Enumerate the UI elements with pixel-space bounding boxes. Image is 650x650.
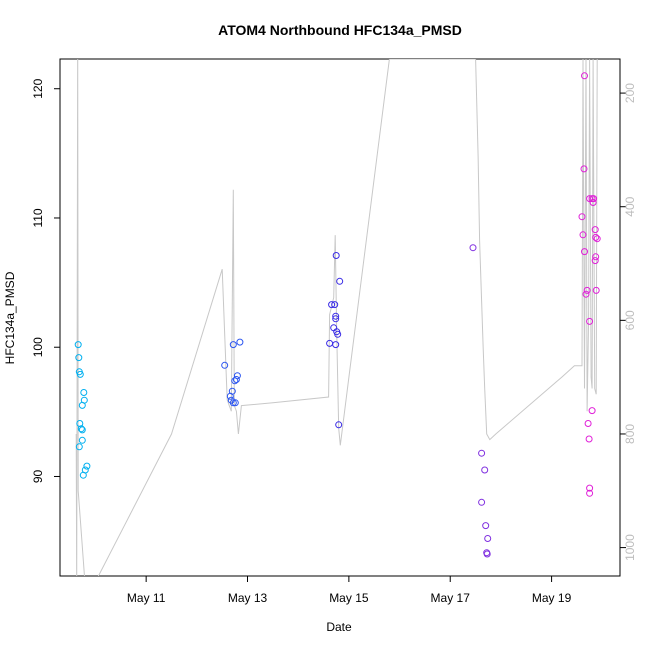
data-point [581,248,588,256]
data-point [585,435,593,443]
data-point [77,425,85,433]
data-point [581,72,588,80]
data-point [592,233,600,241]
data-point [336,277,344,285]
data-point [484,535,492,542]
data-point [83,462,91,470]
data-point [78,426,86,434]
data-point [580,165,588,173]
y-tick-label: 120 [31,78,45,98]
data-point [481,466,489,474]
data-point [229,341,237,349]
data-point [589,199,597,206]
data-point [334,330,342,338]
data-point [332,315,340,323]
data-point [78,401,86,409]
data-point [579,231,587,239]
x-axis-label: Date [326,620,352,634]
data-point [332,341,340,349]
altitude-layer [75,59,598,576]
data-point [332,252,340,259]
left-axis: 90 100 110 120 [31,78,60,483]
data-point [586,317,594,325]
data-point [583,286,591,294]
data-point [228,387,236,395]
data-point [331,301,339,309]
data-point [478,498,486,506]
y-right-tick-label: 1000 [623,534,637,561]
data-point [592,286,600,294]
data-point [75,443,83,451]
x-tick-label: May 15 [329,591,369,605]
y-right-tick-label: 800 [623,424,637,444]
data-point [582,290,590,298]
data-point [335,421,343,429]
data-point [332,312,340,320]
data-point [590,195,598,203]
y-tick-label: 90 [31,469,45,483]
y-right-tick-label: 400 [623,196,637,216]
data-point [591,226,599,234]
data-point [591,257,599,265]
y-tick-label: 110 [31,208,45,227]
data-point [578,213,586,221]
x-tick-label: May 17 [431,591,471,605]
y-right-tick-label: 600 [623,310,637,330]
data-point [236,338,244,346]
data-point [221,361,229,369]
data-point [588,407,596,415]
data-point [233,372,241,380]
data-point [328,301,336,309]
x-tick-label: May 11 [127,591,166,605]
data-point [231,399,239,407]
x-tick-label: May 19 [532,591,572,605]
right-axis: 200 400 600 800 1000 [620,83,637,561]
data-point [586,195,594,203]
bottom-axis: May 11 May 13 May 15 May 17 May 19 [127,576,572,605]
data-point [74,341,82,349]
data-point [482,522,490,530]
data-point [478,449,486,457]
data-point [483,550,491,558]
data-point [592,253,600,261]
data-point [586,484,594,492]
data-point [80,389,88,396]
data-point [593,235,601,243]
y-right-tick-label: 200 [623,83,637,103]
data-point [584,420,592,427]
y-axis-label: HFC134a_PMSD [3,271,17,364]
data-point [76,370,84,378]
chart-title: ATOM4 Northbound HFC134a_PMSD [218,22,462,38]
data-point [78,436,86,444]
altitude-line [75,59,598,576]
data-point [232,376,240,383]
x-tick-label: May 13 [228,591,268,605]
plot-frame [59,58,621,577]
data-point [586,489,594,497]
points-layer [74,72,601,558]
data-point [469,244,477,252]
data-point [229,399,237,407]
data-point [75,354,83,362]
data-point [79,471,87,479]
y-tick-label: 100 [31,337,45,357]
